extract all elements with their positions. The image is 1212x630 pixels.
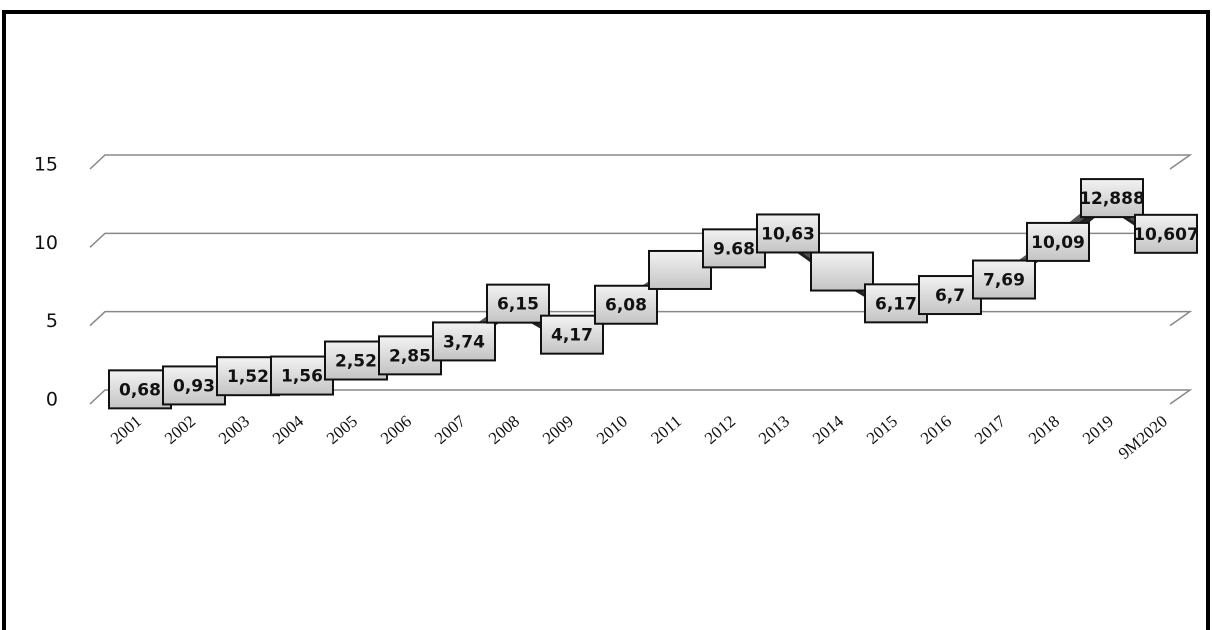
data-label: 2,52 — [335, 352, 377, 372]
data-label-box — [486, 283, 550, 324]
data-label: 1,52 — [227, 367, 269, 387]
data-label: 0,68 — [119, 380, 161, 400]
x-tick-label: 2017 — [971, 411, 1010, 448]
data-label-box — [1026, 221, 1090, 262]
x-tick-label: 9M2020 — [1115, 412, 1171, 464]
grid-line — [89, 154, 1193, 170]
grid-line — [89, 389, 1193, 405]
data-label-box — [702, 228, 766, 269]
x-tick-label: 2007 — [431, 411, 470, 448]
frame — [2, 10, 1210, 630]
data-label: 7,69 — [983, 271, 1025, 291]
data-label-box — [432, 321, 496, 362]
x-tick-label: 2006 — [377, 412, 415, 448]
data-label: 6,08 — [605, 296, 647, 316]
grid-line — [89, 232, 1193, 248]
x-tick-label: 2010 — [593, 412, 631, 448]
y-tick-label: 0 — [46, 389, 58, 411]
x-tick-label: 2008 — [485, 412, 523, 448]
y-tick-label: 15 — [34, 154, 58, 176]
data-label: 2,85 — [389, 346, 431, 366]
data-label-box — [648, 249, 712, 290]
data-label: 10,09 — [1031, 233, 1085, 253]
x-tick-label: 2018 — [1025, 412, 1063, 448]
data-label: 10,63 — [761, 224, 815, 244]
data-label: 6,15 — [497, 295, 539, 315]
y-tick-label: 5 — [46, 310, 58, 332]
x-tick-label: 2015 — [863, 412, 901, 448]
x-tick-label: 2019 — [1079, 412, 1117, 448]
x-tick-label: 2001 — [107, 412, 145, 448]
data-label-box — [1080, 178, 1144, 219]
data-label-box — [216, 356, 280, 397]
data-label-box — [540, 314, 604, 355]
data-label: 6,7 — [935, 286, 965, 306]
data-label: 3,74 — [443, 332, 485, 352]
data-label-box — [864, 283, 928, 324]
data-label-box — [972, 259, 1036, 300]
y-tick-label: 10 — [34, 232, 58, 254]
data-label-box — [324, 340, 388, 381]
x-tick-label: 2009 — [539, 412, 577, 448]
data-label-box — [594, 284, 658, 325]
data-label: 10,607 — [1133, 225, 1199, 245]
data-label-box — [756, 213, 820, 254]
data-label-box — [1134, 213, 1198, 254]
x-tick-label: 2012 — [701, 412, 739, 448]
x-tick-label: 2002 — [161, 412, 199, 448]
x-tick-label: 2016 — [917, 412, 955, 448]
data-label-box — [810, 251, 874, 292]
x-tick-label: 2011 — [647, 412, 685, 448]
x-tick-label: 2013 — [755, 412, 793, 448]
data-label: 0,93 — [173, 376, 215, 396]
data-label: 1,56 — [281, 367, 323, 387]
x-tick-label: 2003 — [215, 412, 253, 448]
x-tick-label: 2014 — [809, 411, 848, 448]
data-label: 9.68 — [713, 239, 755, 259]
data-label: 12,888 — [1079, 189, 1145, 209]
x-tick-label: 2004 — [269, 411, 308, 448]
x-tick-label: 2005 — [323, 412, 361, 448]
data-label: 6,17 — [875, 294, 917, 314]
data-label: 4,17 — [551, 326, 593, 346]
